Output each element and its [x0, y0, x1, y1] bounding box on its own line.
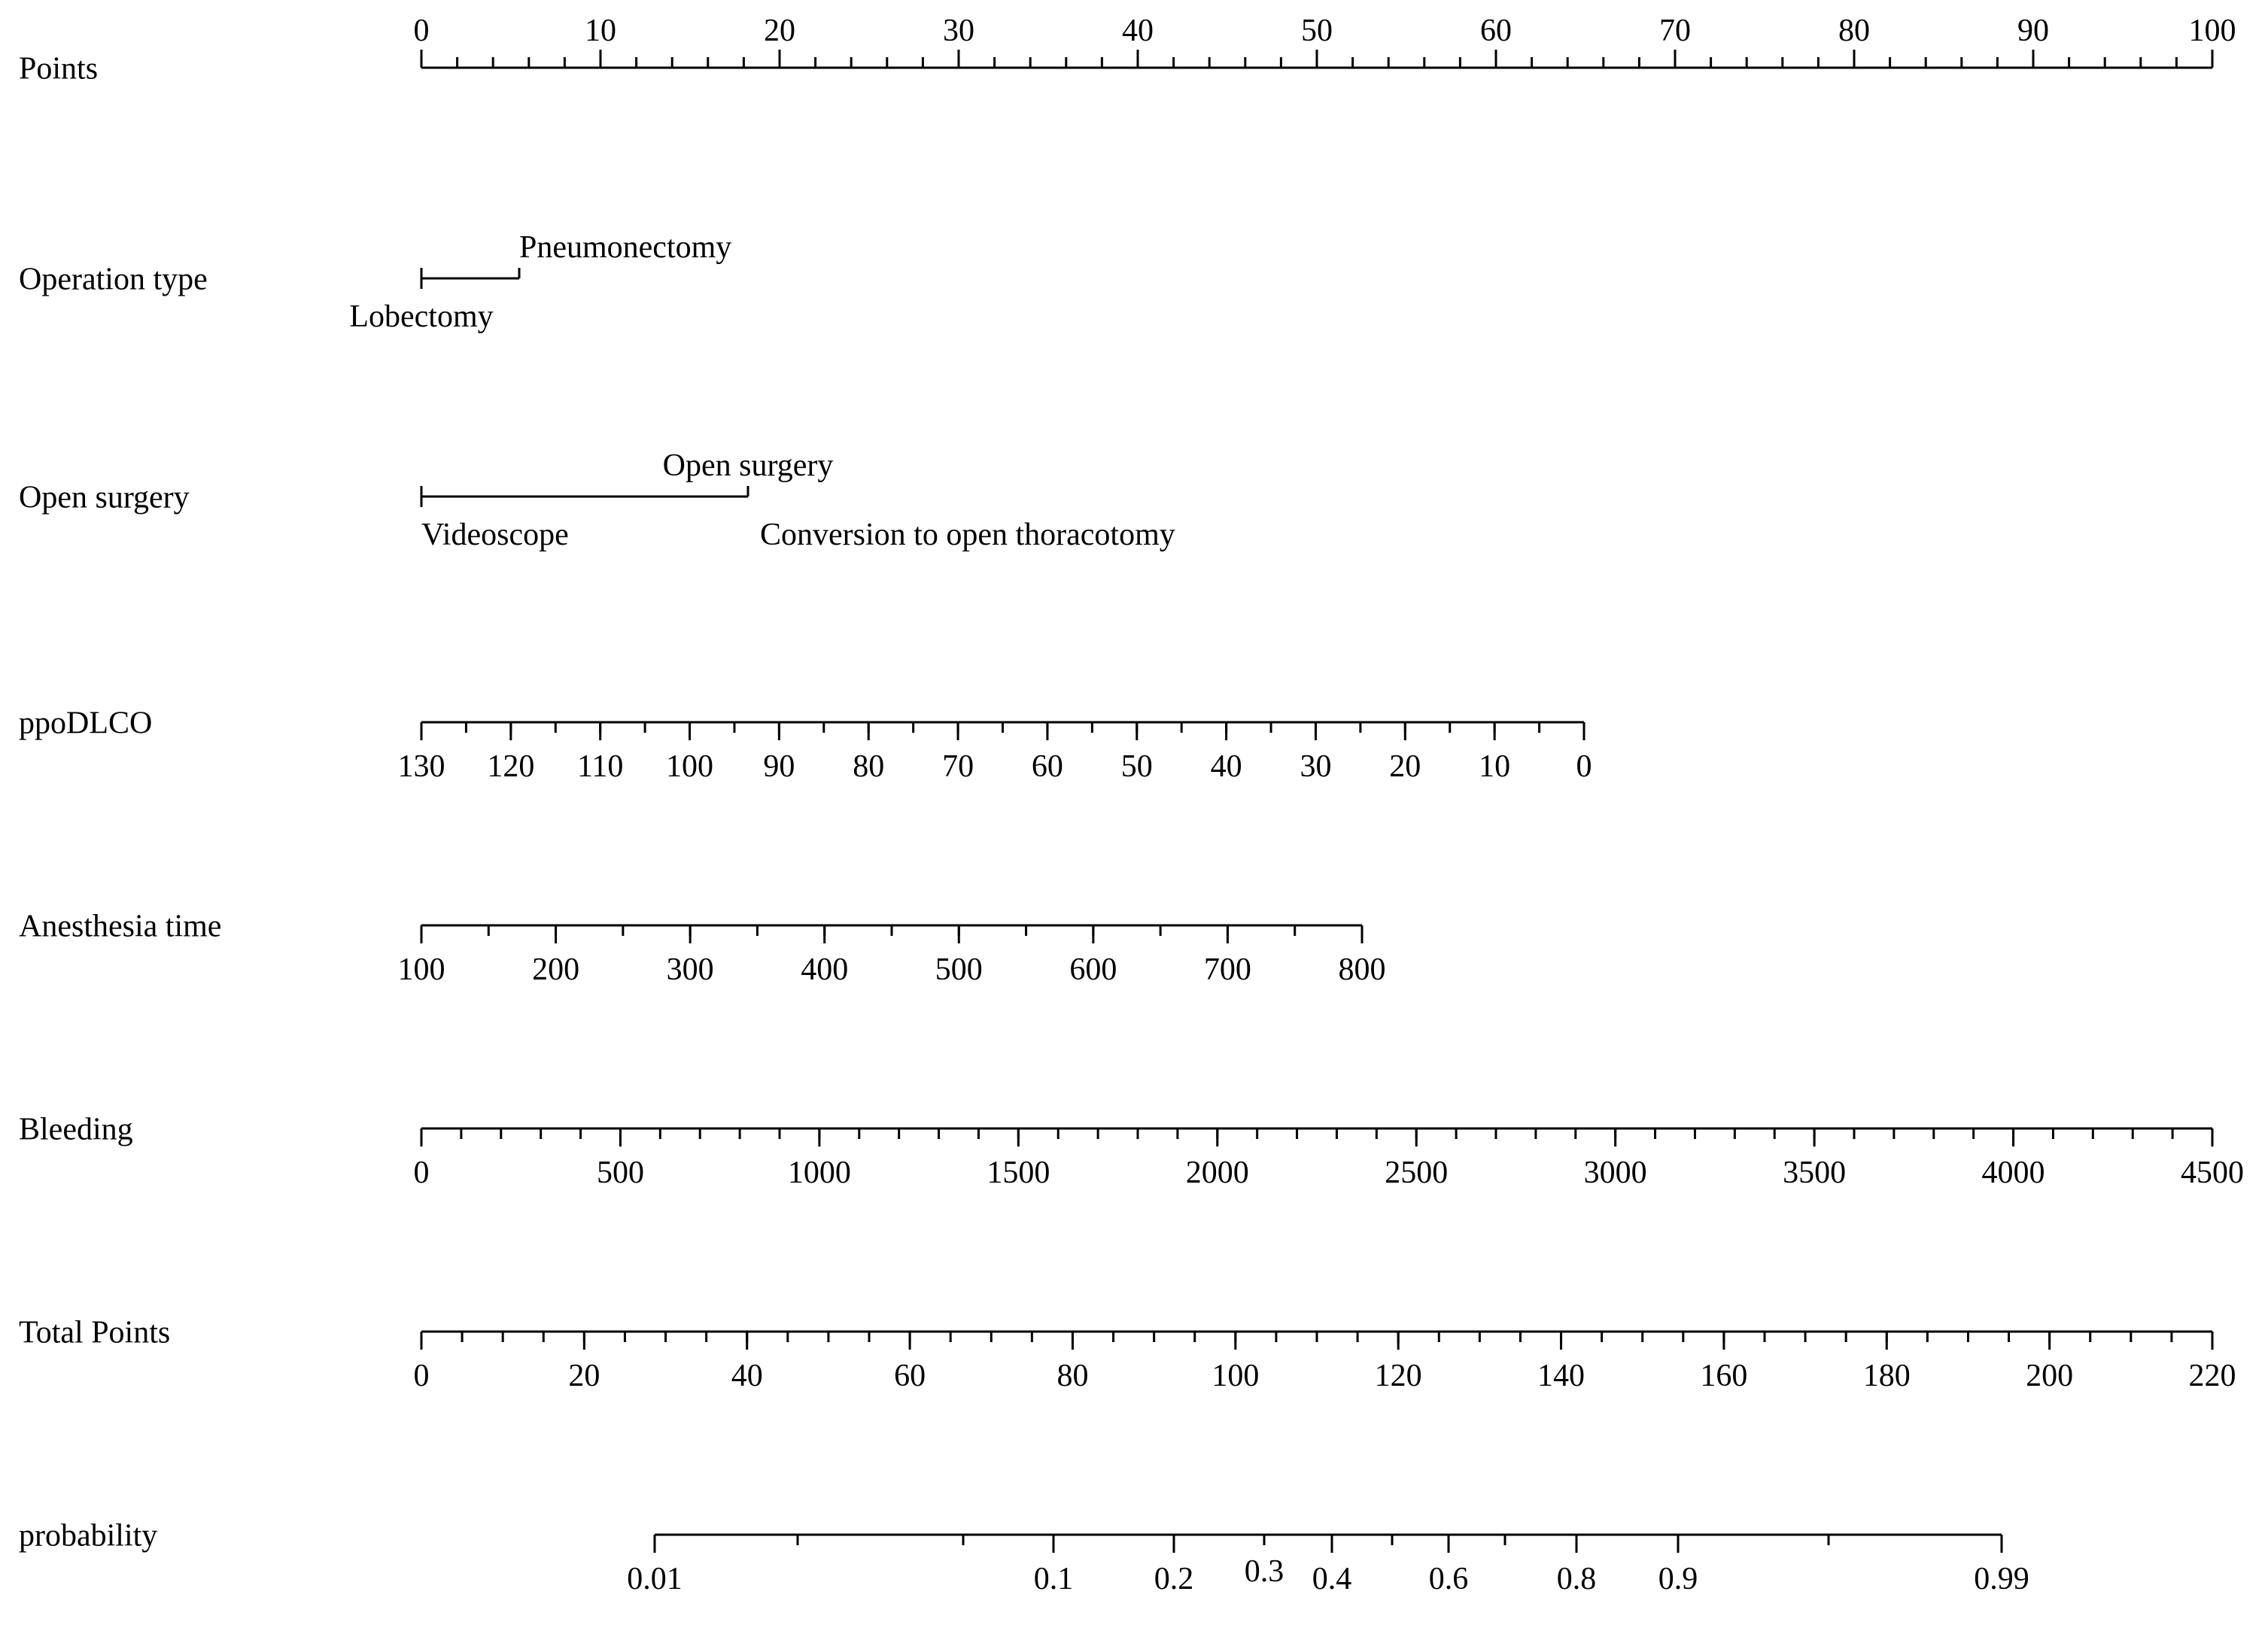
- svg-text:Open surgery: Open surgery: [663, 448, 834, 483]
- svg-text:200: 200: [532, 952, 579, 987]
- svg-text:1500: 1500: [987, 1156, 1050, 1190]
- svg-text:30: 30: [1300, 749, 1331, 784]
- svg-text:60: 60: [1032, 749, 1063, 784]
- svg-text:50: 50: [1121, 749, 1153, 784]
- svg-text:Operation type: Operation type: [19, 263, 208, 297]
- svg-text:70: 70: [942, 749, 974, 784]
- svg-text:40: 40: [1122, 14, 1154, 48]
- svg-text:0.1: 0.1: [1034, 1562, 1074, 1596]
- svg-text:Videoscope: Videoscope: [421, 518, 569, 552]
- svg-text:180: 180: [1863, 1359, 1911, 1393]
- svg-text:3500: 3500: [1783, 1156, 1846, 1190]
- svg-text:80: 80: [1838, 14, 1870, 48]
- svg-text:Total Points: Total Points: [19, 1316, 170, 1350]
- svg-text:500: 500: [935, 952, 983, 987]
- svg-text:0.3: 0.3: [1245, 1554, 1284, 1589]
- svg-text:100: 100: [1212, 1359, 1259, 1393]
- svg-text:200: 200: [2026, 1359, 2073, 1393]
- svg-text:0: 0: [414, 1359, 430, 1393]
- svg-text:50: 50: [1301, 14, 1333, 48]
- svg-text:0.2: 0.2: [1154, 1562, 1194, 1596]
- svg-text:800: 800: [1339, 952, 1386, 987]
- svg-text:120: 120: [1375, 1359, 1422, 1393]
- svg-text:90: 90: [763, 749, 795, 784]
- svg-text:80: 80: [1056, 1359, 1088, 1393]
- svg-text:400: 400: [801, 952, 848, 987]
- svg-text:100: 100: [2189, 14, 2236, 48]
- svg-text:110: 110: [577, 749, 623, 784]
- svg-text:30: 30: [943, 14, 974, 48]
- svg-text:Anesthesia time: Anesthesia time: [19, 910, 221, 944]
- svg-text:20: 20: [764, 14, 795, 48]
- svg-text:220: 220: [2189, 1359, 2236, 1393]
- svg-text:10: 10: [1479, 749, 1510, 784]
- svg-text:0.99: 0.99: [1974, 1562, 2029, 1596]
- svg-text:90: 90: [2017, 14, 2049, 48]
- svg-text:Lobectomy: Lobectomy: [349, 299, 493, 334]
- svg-text:80: 80: [853, 749, 884, 784]
- svg-text:60: 60: [1480, 14, 1512, 48]
- svg-text:40: 40: [731, 1359, 763, 1393]
- svg-text:100: 100: [398, 952, 445, 987]
- svg-text:0.01: 0.01: [627, 1562, 683, 1596]
- svg-text:60: 60: [894, 1359, 926, 1393]
- svg-text:160: 160: [1700, 1359, 1747, 1393]
- svg-text:4500: 4500: [2181, 1156, 2244, 1190]
- svg-text:130: 130: [398, 749, 445, 784]
- svg-text:0.4: 0.4: [1312, 1562, 1352, 1596]
- svg-text:0.8: 0.8: [1557, 1562, 1597, 1596]
- svg-text:120: 120: [487, 749, 534, 784]
- svg-text:2500: 2500: [1385, 1156, 1448, 1190]
- svg-text:Bleeding: Bleeding: [19, 1113, 133, 1147]
- svg-text:0: 0: [414, 1156, 430, 1190]
- svg-text:Open surgery: Open surgery: [19, 481, 190, 515]
- svg-text:100: 100: [666, 749, 713, 784]
- svg-text:20: 20: [568, 1359, 600, 1393]
- svg-text:70: 70: [1659, 14, 1691, 48]
- svg-text:0: 0: [414, 14, 430, 48]
- svg-text:probability: probability: [19, 1519, 157, 1554]
- nomogram-chart: Points0102030405060708090100Operation ty…: [0, 0, 2268, 1631]
- svg-text:300: 300: [667, 952, 714, 987]
- svg-text:Points: Points: [19, 52, 98, 87]
- svg-text:2000: 2000: [1186, 1156, 1249, 1190]
- svg-text:500: 500: [597, 1156, 644, 1190]
- svg-text:700: 700: [1204, 952, 1251, 987]
- svg-text:0.6: 0.6: [1429, 1562, 1469, 1596]
- svg-text:3000: 3000: [1584, 1156, 1647, 1190]
- svg-text:140: 140: [1537, 1359, 1585, 1393]
- svg-text:0: 0: [1576, 749, 1592, 784]
- svg-text:40: 40: [1211, 749, 1242, 784]
- svg-text:20: 20: [1389, 749, 1421, 784]
- svg-text:Pneumonectomy: Pneumonectomy: [519, 230, 731, 265]
- svg-text:ppoDLCO: ppoDLCO: [19, 706, 152, 741]
- svg-text:1000: 1000: [788, 1156, 851, 1190]
- svg-text:600: 600: [1069, 952, 1117, 987]
- svg-text:Conversion to open thoracotomy: Conversion to open thoracotomy: [760, 518, 1175, 552]
- svg-text:0.9: 0.9: [1658, 1562, 1698, 1596]
- svg-text:4000: 4000: [1982, 1156, 2045, 1190]
- svg-text:10: 10: [585, 14, 616, 48]
